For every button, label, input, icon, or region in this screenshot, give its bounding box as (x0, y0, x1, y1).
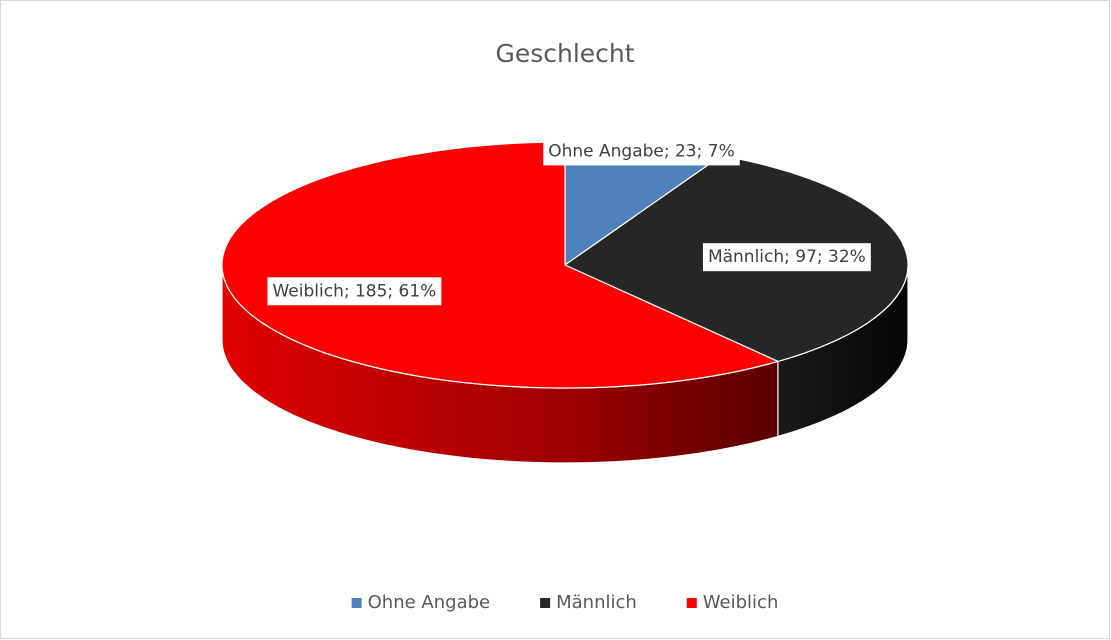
data-label-bg (267, 277, 442, 306)
legend-swatch (351, 598, 362, 608)
legend-label: Weiblich (703, 592, 779, 613)
legend-swatch (686, 598, 697, 608)
legend-swatch (540, 598, 551, 608)
data-label-bg (702, 243, 871, 272)
data-label: Männlich; 97; 32% (708, 247, 866, 267)
data-label: Weiblich; 185; 61% (272, 281, 436, 301)
chart-title: Geschlecht (495, 39, 634, 68)
slice (221, 141, 780, 389)
data-label-bg (543, 137, 740, 166)
data-label: Ohne Angabe; 23; 7% (548, 141, 735, 161)
legend-label: Männlich (556, 592, 637, 613)
legend-label: Ohne Angabe (368, 592, 490, 613)
